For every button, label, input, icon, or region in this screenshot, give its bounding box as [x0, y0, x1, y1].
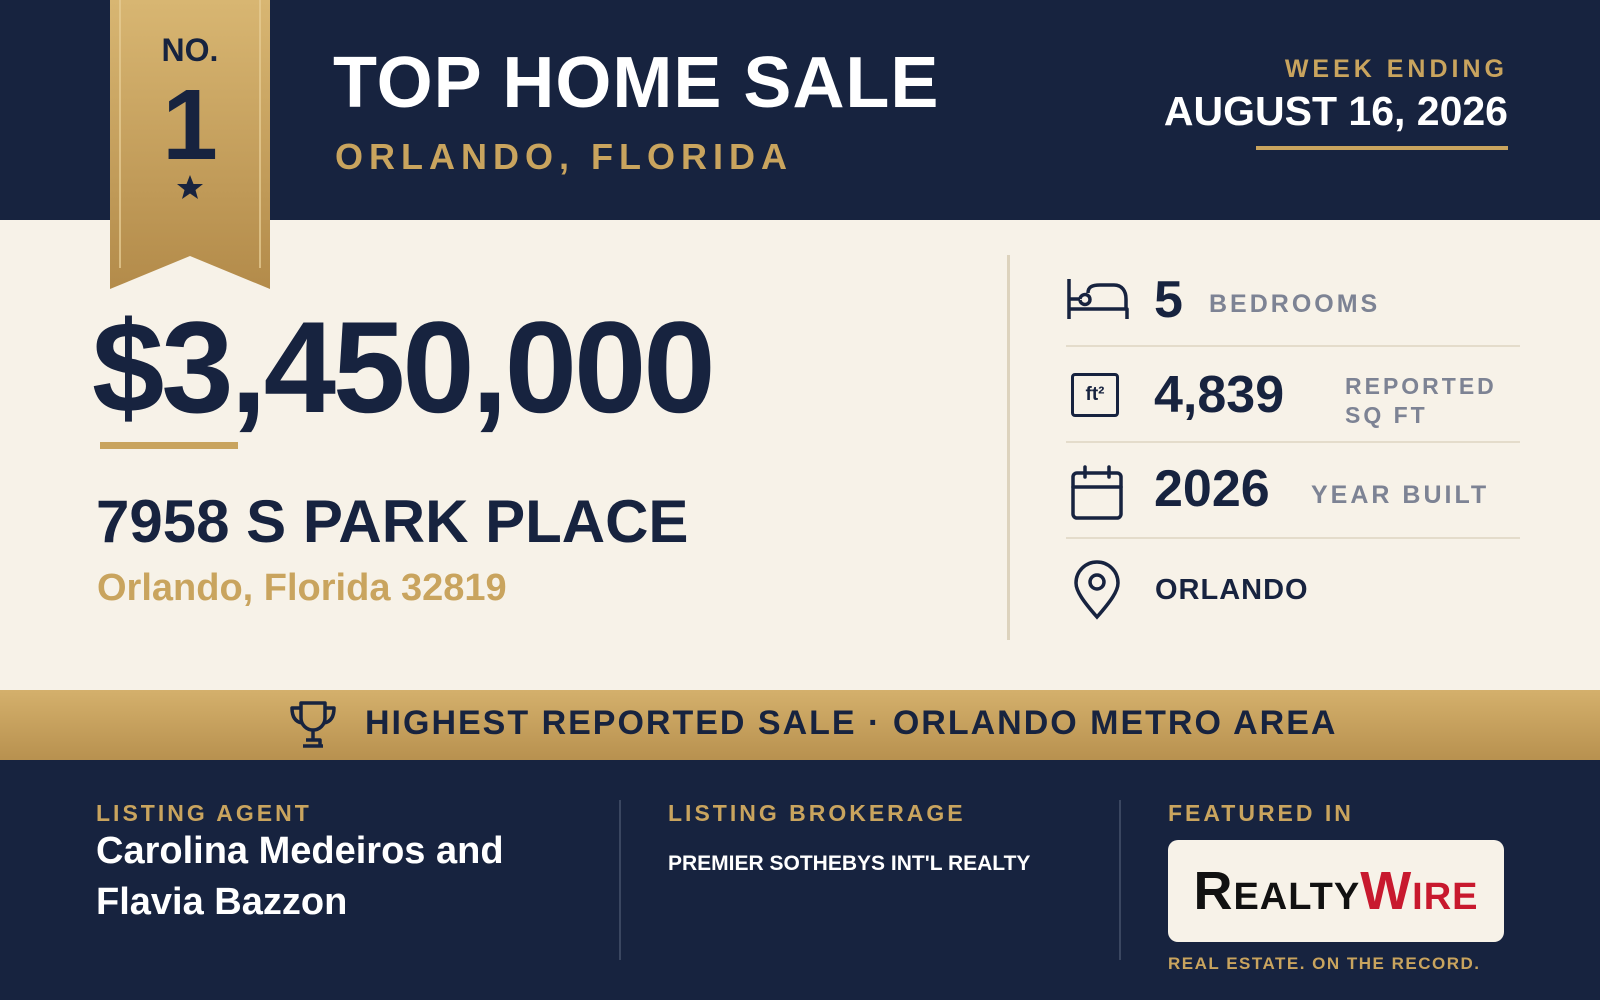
banner-text: HIGHEST REPORTED SALE · ORLANDO METRO AR…: [365, 704, 1338, 742]
featured-label: FEATURED IN: [1168, 800, 1354, 826]
stat-separator: [1066, 441, 1520, 443]
week-label: WEEK ENDING: [1284, 55, 1508, 83]
footer-divider: [619, 800, 621, 960]
sqft-icon: ft²: [1071, 373, 1119, 417]
trophy-icon: [290, 701, 336, 748]
rank-ribbon: [110, 0, 270, 289]
address: 7958 S PARK PLACE: [96, 488, 689, 555]
badge-rank: 1: [162, 69, 218, 181]
stat-value: ORLANDO: [1155, 574, 1309, 606]
tagline: REAL ESTATE. ON THE RECORD.: [1168, 954, 1481, 973]
stat-separator: [1066, 345, 1520, 347]
stat-label: REPORTED SQ FT: [1345, 373, 1497, 428]
price-underline: [100, 442, 238, 449]
footer-divider: [1119, 800, 1121, 960]
agent-label: LISTING AGENT: [96, 800, 312, 826]
stat-separator: [1066, 537, 1520, 539]
stat-label: BEDROOMS: [1209, 290, 1381, 318]
price: $3,450,000: [92, 294, 716, 440]
column-divider: [1007, 255, 1010, 640]
publication-logo: Realty Wire: [1168, 840, 1504, 942]
stat-value: 5: [1154, 271, 1183, 329]
footer: LISTING AGENT Carolina Medeiros and Flav…: [0, 760, 1600, 1000]
date-underline: [1256, 146, 1508, 150]
brokerage-name: PREMIER SOTHEBYS INT'L REALTY: [668, 852, 1031, 875]
banner: HIGHEST REPORTED SALE · ORLANDO METRO AR…: [0, 690, 1600, 760]
stat-label: YEAR BUILT: [1311, 481, 1490, 509]
logo-part: Realty: [1193, 861, 1361, 921]
badge-label: NO.: [161, 32, 219, 68]
logo-part: Wire: [1360, 861, 1479, 921]
stat-value: 2026: [1154, 460, 1270, 518]
agent-name: Carolina Medeiros and Flavia Bazzon: [96, 830, 504, 923]
bed-icon: [1067, 279, 1129, 319]
location: ORLANDO, FLORIDA: [335, 136, 793, 177]
title: TOP HOME SALE: [333, 43, 940, 123]
city-line: Orlando, Florida 32819: [97, 567, 507, 609]
brokerage-label: LISTING BROKERAGE: [668, 800, 966, 826]
calendar-icon: [1071, 465, 1123, 520]
week-date: AUGUST 16, 2026: [1163, 88, 1508, 134]
location-icon: [1074, 560, 1120, 620]
stat-value: 4,839: [1154, 366, 1285, 424]
